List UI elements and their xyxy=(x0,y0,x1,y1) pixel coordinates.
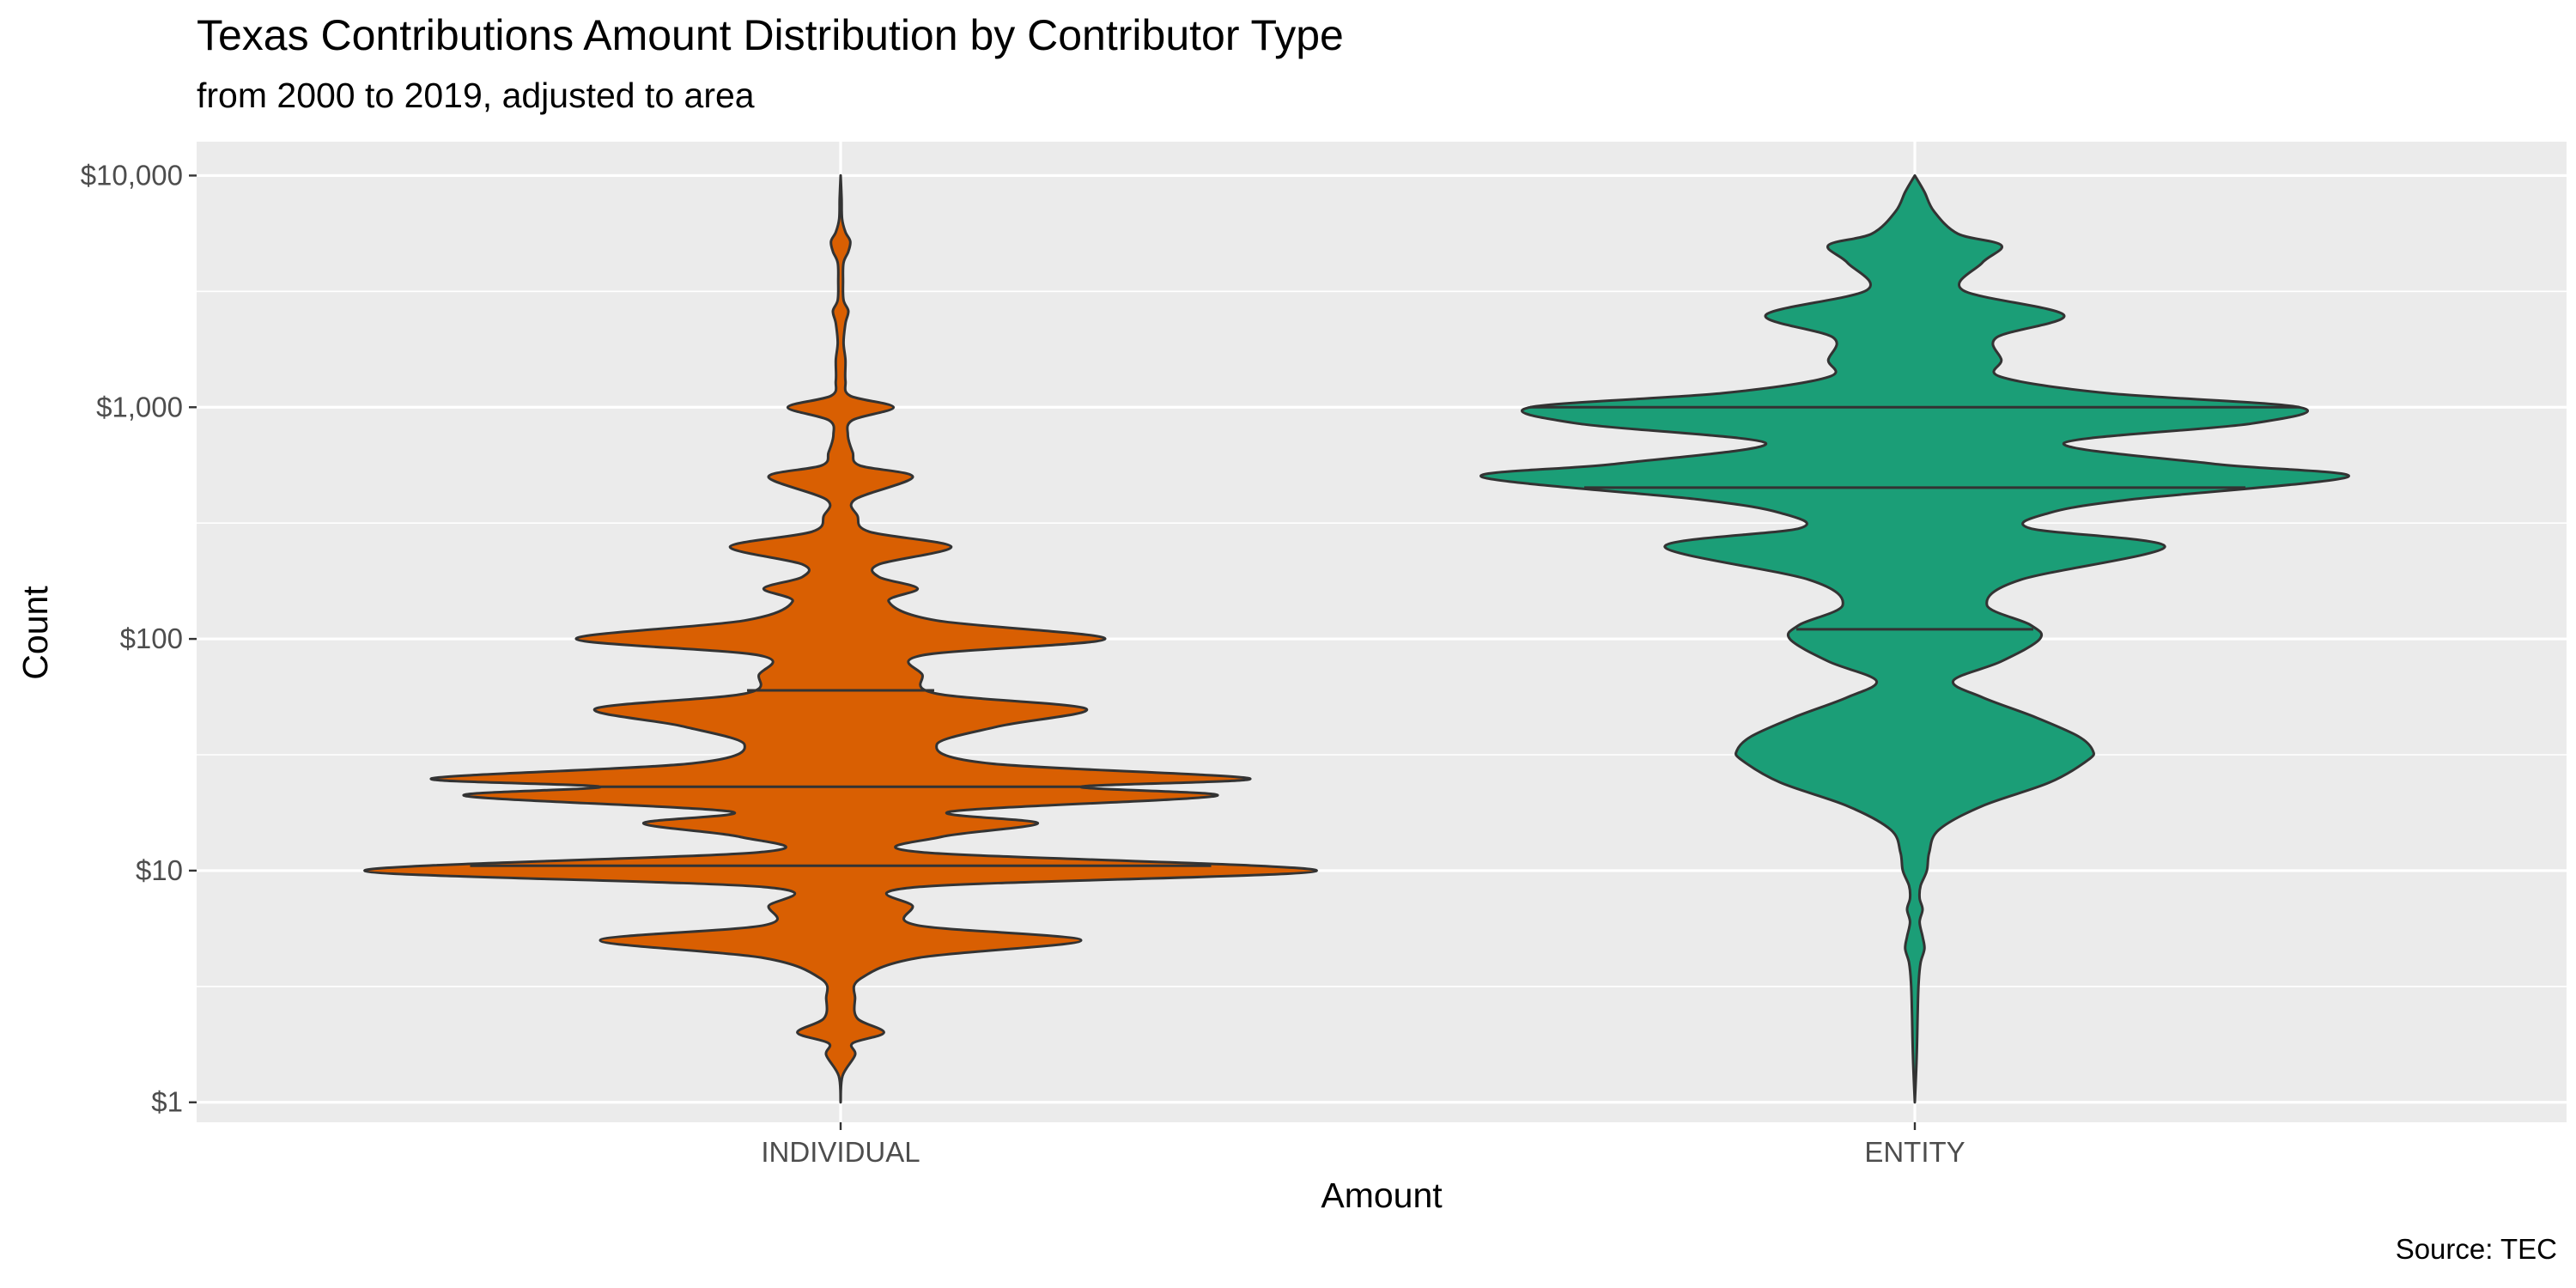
y-tick-label: $10,000 xyxy=(81,159,183,191)
violins xyxy=(363,173,2350,1104)
x-axis: INDIVIDUAL ENTITY xyxy=(761,1122,1965,1168)
chart-title: Texas Contributions Amount Distribution … xyxy=(197,11,1344,59)
x-axis-label: Amount xyxy=(1321,1176,1443,1215)
x-tick-label: ENTITY xyxy=(1864,1136,1965,1168)
y-axis: $1 $10 $100 $1,000 $10,000 xyxy=(81,159,197,1118)
y-tick-label: $100 xyxy=(120,623,183,654)
y-axis-label: Count xyxy=(15,586,55,680)
x-tick-label: INDIVIDUAL xyxy=(761,1136,920,1168)
plot-panel xyxy=(197,142,2567,1122)
y-tick-label: $1 xyxy=(151,1086,183,1118)
violin-individual xyxy=(363,173,1318,1104)
chart-subtitle: from 2000 to 2019, adjusted to area xyxy=(197,76,755,115)
y-tick-label: $10 xyxy=(136,854,183,886)
y-tick-label: $1,000 xyxy=(96,391,183,422)
source-caption: Source: TEC xyxy=(2395,1233,2557,1265)
